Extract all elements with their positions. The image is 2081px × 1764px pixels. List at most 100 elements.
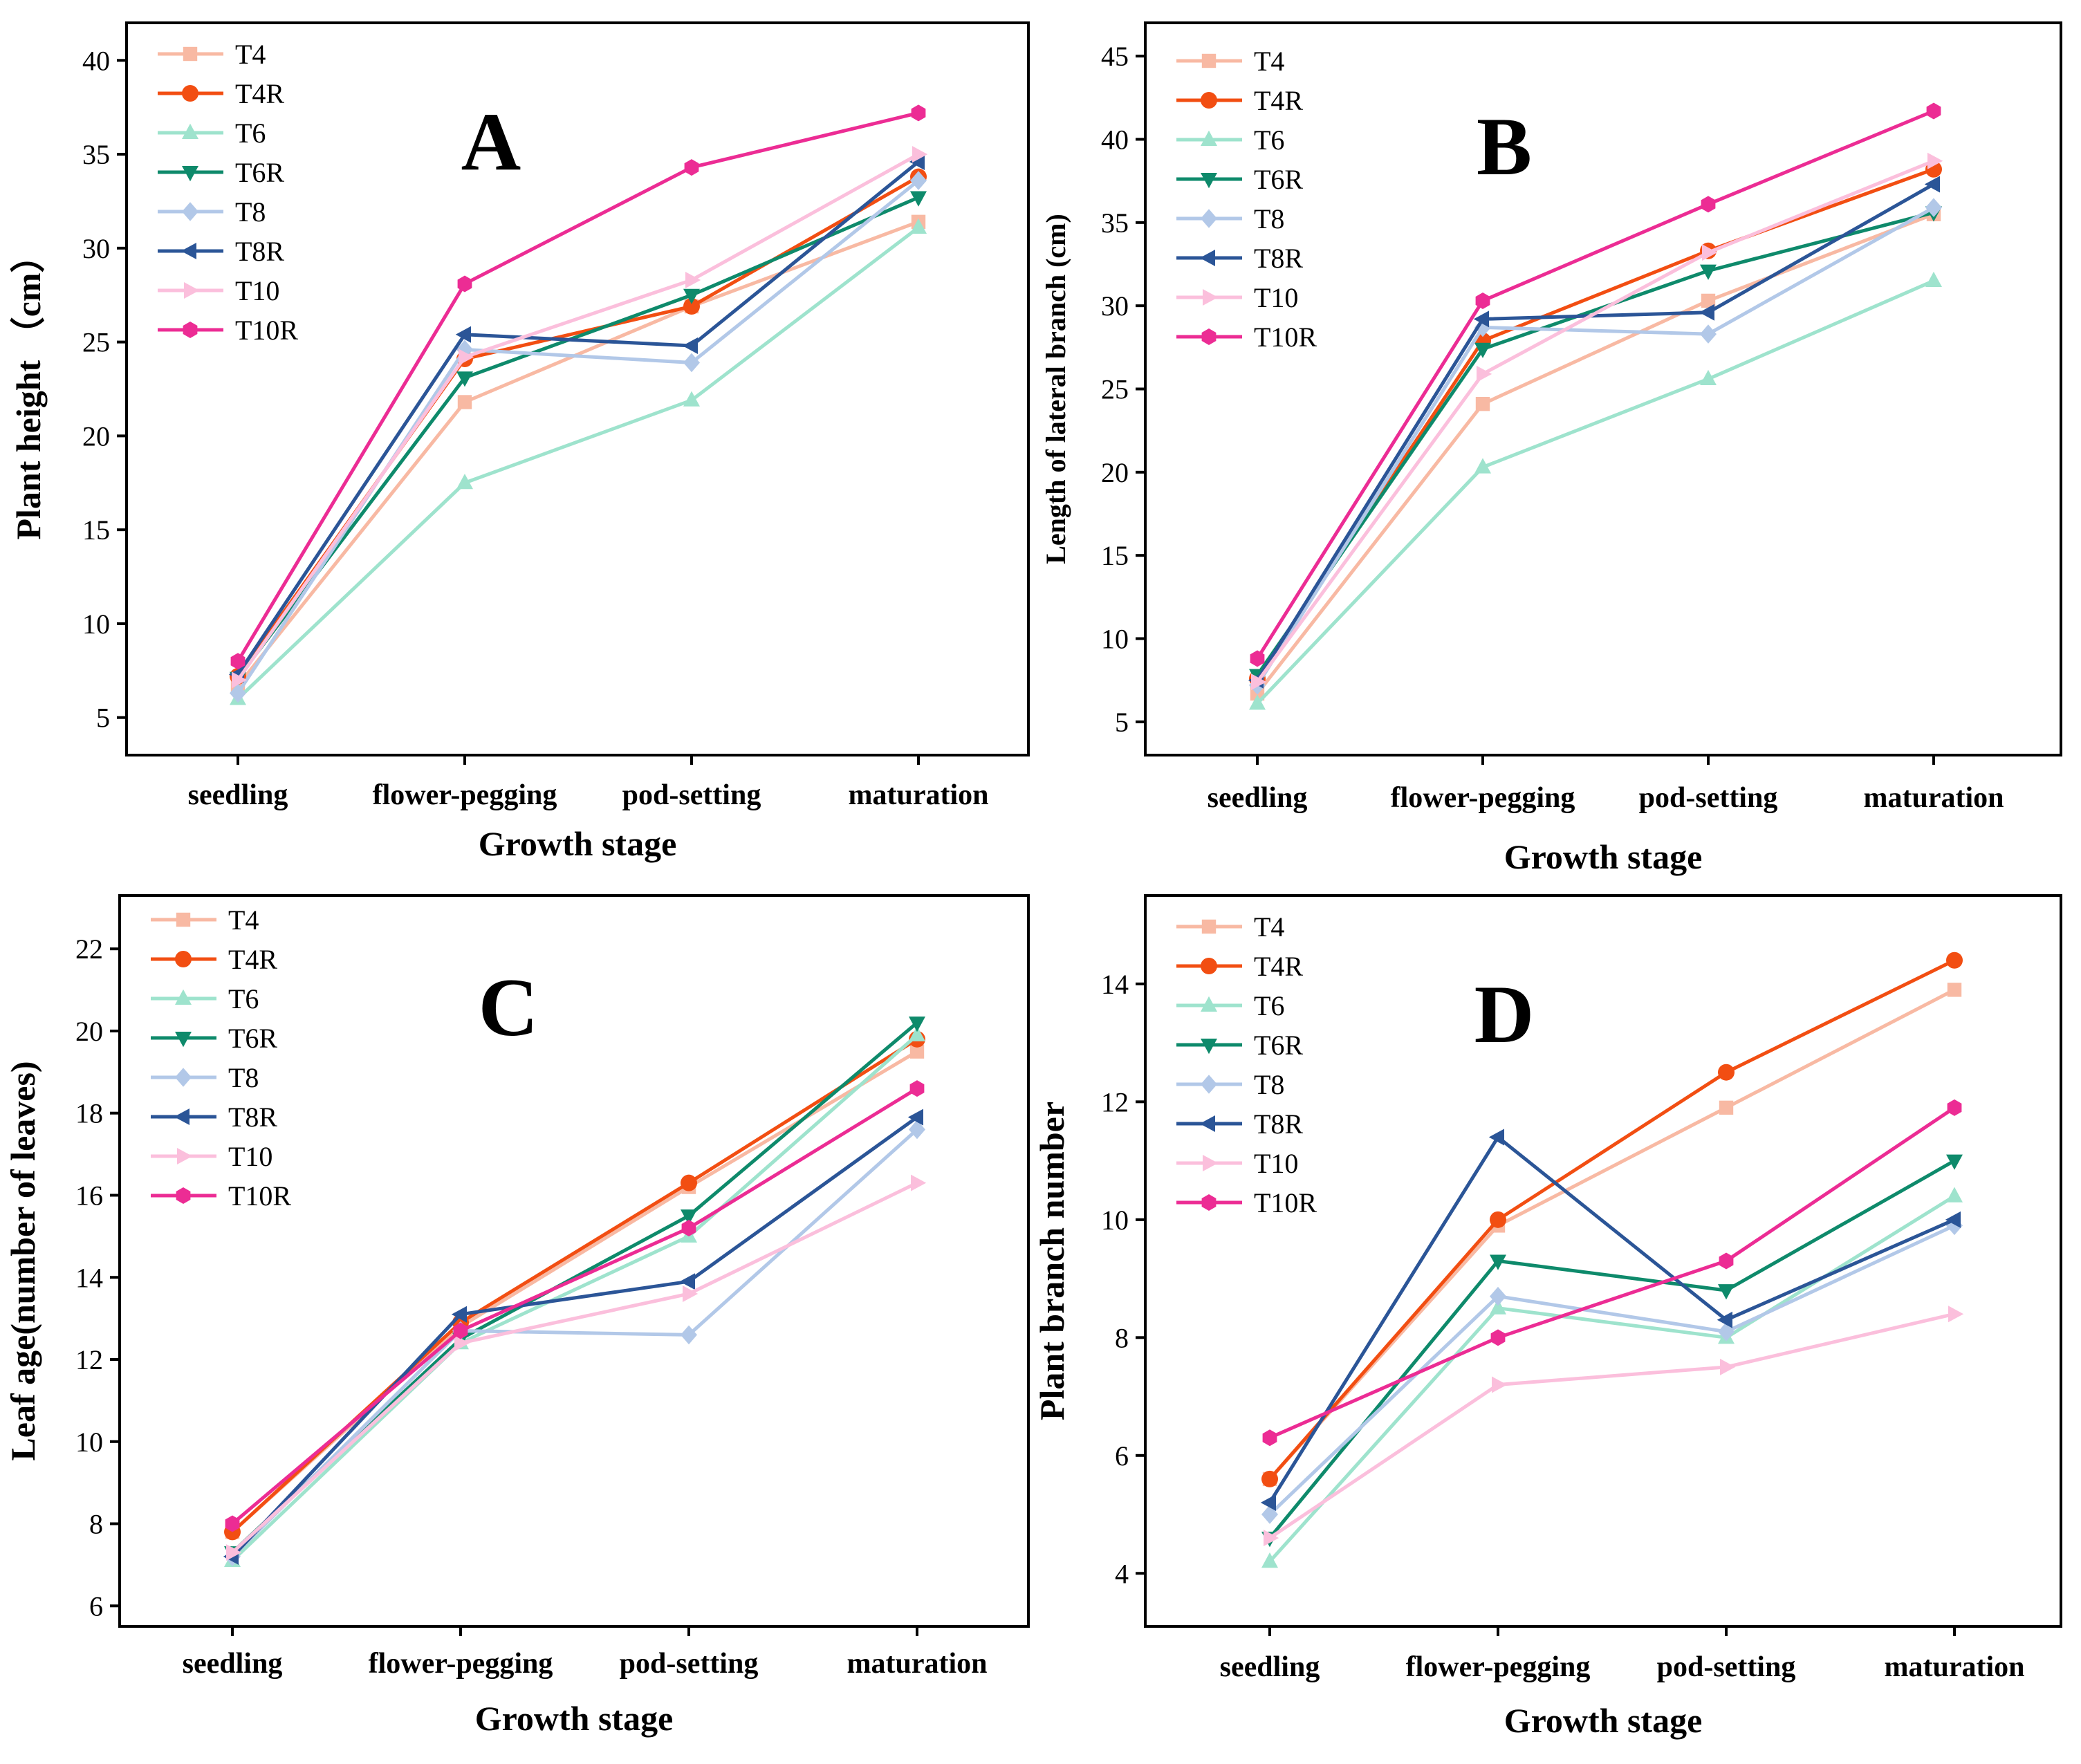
legend-marker bbox=[1203, 1155, 1219, 1171]
legend-marker bbox=[182, 202, 198, 221]
legend-item: T10R bbox=[1176, 322, 1317, 353]
series-t4 bbox=[1250, 207, 1941, 701]
legend-marker bbox=[175, 989, 192, 1005]
data-point bbox=[910, 191, 927, 207]
legend-marker bbox=[1201, 328, 1217, 345]
x-tick-label: pod-setting bbox=[1639, 782, 1778, 814]
series-t10 bbox=[232, 146, 928, 689]
legend-label: T4R bbox=[235, 78, 284, 109]
legend-label: T10R bbox=[1254, 1187, 1317, 1218]
series-t8r bbox=[223, 1108, 923, 1566]
legend-item: T6 bbox=[151, 983, 259, 1014]
data-point bbox=[1717, 1311, 1732, 1328]
data-point bbox=[681, 1219, 696, 1236]
series-line bbox=[237, 225, 920, 700]
series-t6 bbox=[230, 218, 927, 705]
data-point bbox=[912, 146, 928, 163]
y-tick-label: 15 bbox=[1101, 540, 1129, 571]
data-point bbox=[1699, 304, 1714, 321]
legend-item: T6R bbox=[151, 1023, 277, 1054]
legend-marker bbox=[1199, 250, 1215, 266]
legend-label: T4R bbox=[228, 944, 277, 975]
series-line bbox=[237, 220, 919, 687]
data-point bbox=[909, 1016, 925, 1032]
data-point bbox=[685, 272, 701, 289]
legend: T4 T4R T6 T6R T8 T8R T10 T10R bbox=[1176, 46, 1317, 353]
legend-label: T6R bbox=[228, 1023, 277, 1054]
legend-item: T10 bbox=[151, 1141, 272, 1172]
data-point bbox=[683, 288, 700, 304]
y-tick-label: 5 bbox=[96, 703, 110, 734]
legend-marker bbox=[1201, 130, 1217, 146]
data-point bbox=[1948, 1306, 1964, 1323]
data-point bbox=[681, 1209, 697, 1225]
series-t4 bbox=[1262, 983, 1962, 1487]
data-point bbox=[1946, 1154, 1963, 1170]
legend-marker bbox=[182, 166, 198, 182]
legend-item: T8 bbox=[158, 196, 266, 228]
y-tick-label: 20 bbox=[82, 420, 110, 452]
legend-marker bbox=[1201, 1075, 1217, 1094]
series-line bbox=[1268, 1159, 1956, 1539]
data-point bbox=[230, 653, 246, 670]
legend-marker bbox=[184, 282, 200, 299]
data-point bbox=[1490, 1329, 1506, 1346]
legend-label: T10 bbox=[1254, 282, 1298, 313]
series-t6r bbox=[1261, 1154, 1963, 1548]
y-tick-label: 6 bbox=[89, 1590, 103, 1622]
data-point bbox=[1490, 1254, 1506, 1270]
legend-label: T6 bbox=[228, 983, 259, 1014]
series-line bbox=[236, 111, 919, 662]
y-tick-label: 40 bbox=[1101, 124, 1129, 155]
series-t10 bbox=[1264, 1306, 1964, 1547]
y-tick-label: 30 bbox=[82, 233, 110, 264]
legend-label: T10R bbox=[228, 1180, 291, 1211]
legend-item: T4R bbox=[1176, 85, 1303, 116]
data-point bbox=[1264, 1530, 1279, 1547]
legend-label: T8R bbox=[228, 1102, 277, 1133]
legend-item: T4 bbox=[1176, 911, 1284, 943]
data-point bbox=[456, 371, 473, 387]
legend-label: T4 bbox=[1254, 46, 1284, 77]
legend-item: T8R bbox=[151, 1102, 277, 1133]
y-axis-title: Length of lateral branch (cm) bbox=[1040, 214, 1071, 564]
series-line bbox=[1255, 109, 1934, 660]
x-tick-label: seedling bbox=[183, 1648, 283, 1680]
series-t8 bbox=[1249, 198, 1942, 695]
legend: T4 T4R T6 T6R T8 T8R T10 T10R bbox=[158, 39, 298, 346]
legend-label: T4R bbox=[1254, 85, 1303, 116]
series-t8 bbox=[230, 171, 927, 703]
x-tick-label: pod-setting bbox=[1657, 1651, 1796, 1683]
data-point bbox=[909, 1044, 925, 1059]
legend-label: T8R bbox=[1254, 243, 1303, 274]
series-line bbox=[1268, 958, 1956, 1480]
legend-item: T4 bbox=[151, 904, 259, 936]
series-line bbox=[236, 179, 920, 694]
data-point bbox=[911, 1174, 927, 1191]
data-point bbox=[230, 683, 246, 703]
y-tick-label: 35 bbox=[82, 139, 110, 170]
data-point bbox=[1700, 264, 1717, 280]
y-tick-label: 22 bbox=[75, 934, 103, 965]
y-tick-label: 30 bbox=[1101, 290, 1129, 322]
legend-item: T10 bbox=[1176, 1148, 1298, 1179]
series-line bbox=[1268, 1194, 1956, 1563]
x-tick-label: seedling bbox=[1220, 1651, 1320, 1683]
x-tick-label: flower-pegging bbox=[369, 1648, 553, 1680]
legend-item: T10R bbox=[158, 315, 298, 346]
data-point bbox=[683, 298, 700, 315]
series-line bbox=[236, 160, 920, 676]
legend-item: T10 bbox=[1176, 282, 1298, 313]
data-point bbox=[454, 1335, 470, 1352]
data-point bbox=[1475, 292, 1490, 309]
series-t4 bbox=[230, 214, 926, 693]
legend-marker bbox=[1201, 53, 1217, 68]
legend-marker bbox=[1201, 92, 1217, 109]
series-line bbox=[1268, 1106, 1956, 1440]
data-point bbox=[1250, 650, 1265, 667]
data-point bbox=[683, 391, 700, 407]
x-tick-label: maturation bbox=[849, 779, 989, 811]
series-line bbox=[231, 1034, 918, 1562]
data-point bbox=[679, 1273, 695, 1290]
series-t8r bbox=[1260, 1129, 1961, 1511]
